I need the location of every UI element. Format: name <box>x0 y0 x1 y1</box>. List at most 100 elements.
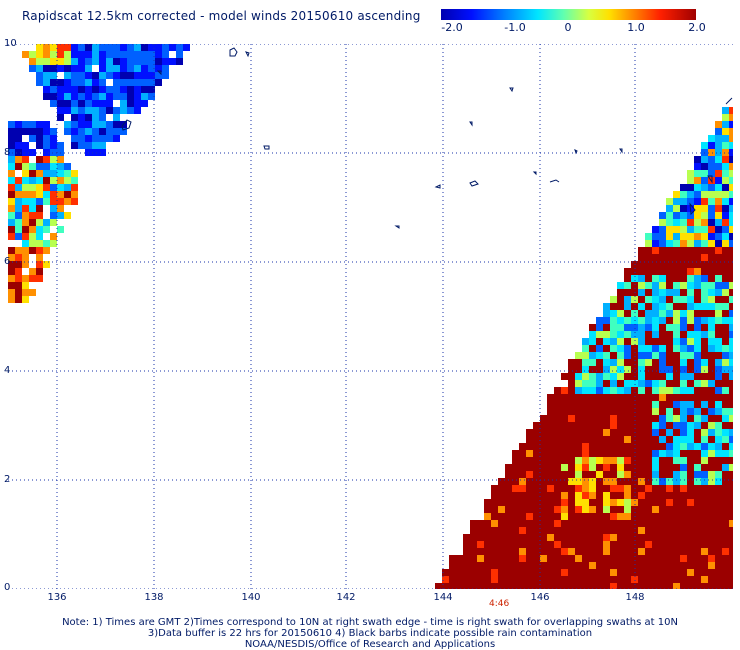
wind-cell <box>71 65 78 72</box>
wind-cell <box>645 275 652 282</box>
wind-cell <box>596 499 603 506</box>
wind-cell <box>680 240 687 247</box>
wind-cell <box>8 163 15 170</box>
wind-cell <box>463 583 470 589</box>
wind-cell <box>29 51 36 58</box>
wind-cell <box>666 513 673 520</box>
wind-cell <box>64 198 71 205</box>
wind-cell <box>673 261 680 268</box>
wind-cell <box>708 394 715 401</box>
wind-cell <box>99 149 106 156</box>
wind-cell <box>624 576 631 583</box>
wind-cell <box>540 415 547 422</box>
wind-cell <box>547 485 554 492</box>
wind-cell <box>561 436 568 443</box>
wind-cell <box>8 149 15 156</box>
wind-cell <box>449 576 456 583</box>
wind-cell <box>666 275 673 282</box>
wind-cell <box>638 569 645 576</box>
wind-cell <box>659 541 666 548</box>
wind-cell <box>638 310 645 317</box>
wind-cell <box>645 555 652 562</box>
wind-cell <box>92 107 99 114</box>
wind-cell <box>652 548 659 555</box>
island <box>245 51 250 58</box>
wind-cell <box>64 51 71 58</box>
wind-cell <box>659 450 666 457</box>
wind-cell <box>722 457 729 464</box>
island <box>229 47 238 57</box>
wind-cell <box>680 506 687 513</box>
wind-cell <box>722 541 729 548</box>
wind-cell <box>43 72 50 79</box>
wind-cell <box>701 142 708 149</box>
wind-cell <box>596 317 603 324</box>
wind-cell <box>652 352 659 359</box>
wind-cell <box>687 422 694 429</box>
wind-cell <box>617 576 624 583</box>
wind-cell <box>43 44 50 51</box>
wind-cell <box>715 548 722 555</box>
wind-cell <box>617 555 624 562</box>
wind-cell <box>673 359 680 366</box>
wind-cell <box>596 492 603 499</box>
wind-cell <box>652 457 659 464</box>
wind-cell <box>729 450 733 457</box>
wind-cell <box>687 254 694 261</box>
wind-cell <box>708 135 715 142</box>
wind-cell <box>687 184 694 191</box>
wind-cell <box>561 569 568 576</box>
wind-cell <box>106 107 113 114</box>
wind-cell <box>687 527 694 534</box>
wind-cell <box>512 534 519 541</box>
wind-cell <box>547 408 554 415</box>
wind-cell <box>715 261 722 268</box>
wind-cell <box>29 289 36 296</box>
wind-cell <box>617 492 624 499</box>
wind-cell <box>638 247 645 254</box>
wind-cell <box>589 583 596 589</box>
wind-cell <box>715 324 722 331</box>
wind-cell <box>645 296 652 303</box>
wind-cell <box>36 163 43 170</box>
wind-cell <box>92 135 99 142</box>
wind-cell <box>701 310 708 317</box>
wind-cell <box>638 436 645 443</box>
wind-cell <box>547 401 554 408</box>
wind-cell <box>533 429 540 436</box>
wind-cell <box>624 401 631 408</box>
wind-cell <box>666 520 673 527</box>
island <box>619 148 623 154</box>
wind-cell <box>701 352 708 359</box>
wind-cell <box>575 422 582 429</box>
wind-cell <box>575 464 582 471</box>
wind-cell <box>141 65 148 72</box>
wind-cell <box>610 457 617 464</box>
wind-cell <box>680 520 687 527</box>
wind-cell <box>50 163 57 170</box>
wind-cell <box>617 485 624 492</box>
wind-cell <box>624 359 631 366</box>
wind-cell <box>708 366 715 373</box>
wind-cell <box>666 422 673 429</box>
wind-cell <box>708 380 715 387</box>
wind-cell <box>652 541 659 548</box>
wind-cell <box>568 450 575 457</box>
wind-cell <box>666 338 673 345</box>
wind-cell <box>589 499 596 506</box>
wind-cell <box>554 555 561 562</box>
wind-cell <box>470 527 477 534</box>
wind-cell <box>673 394 680 401</box>
wind-cell <box>57 170 64 177</box>
wind-cell <box>680 373 687 380</box>
wind-cell <box>120 51 127 58</box>
wind-cell <box>659 464 666 471</box>
wind-cell <box>638 478 645 485</box>
wind-cell <box>554 576 561 583</box>
wind-cell <box>715 513 722 520</box>
wind-cell <box>722 163 729 170</box>
wind-cell <box>687 345 694 352</box>
wind-cell <box>659 331 666 338</box>
wind-cell <box>547 478 554 485</box>
wind-cell <box>673 569 680 576</box>
